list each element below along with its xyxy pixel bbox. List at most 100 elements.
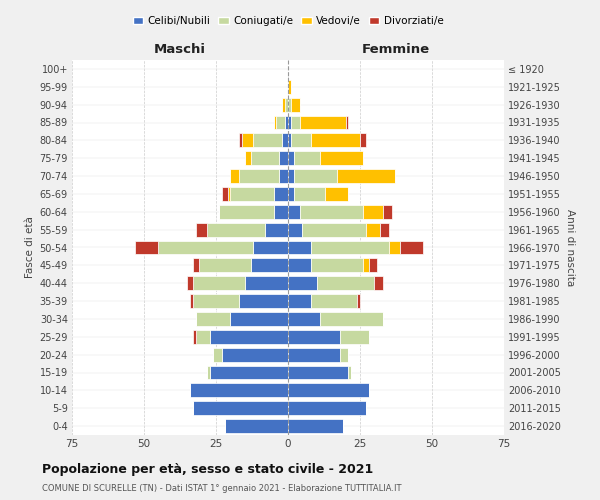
- Bar: [291, 116, 299, 130]
- Text: COMUNE DI SCURELLE (TN) - Dati ISTAT 1° gennaio 2021 - Elaborazione TUTTITALIA.I: COMUNE DI SCURELLE (TN) - Dati ISTAT 1° …: [42, 484, 401, 493]
- Bar: [325, 187, 349, 201]
- Bar: [288, 276, 317, 290]
- Bar: [230, 187, 274, 201]
- Bar: [340, 330, 368, 344]
- Bar: [282, 134, 288, 147]
- Bar: [288, 169, 294, 183]
- Bar: [288, 134, 291, 147]
- Bar: [136, 240, 158, 254]
- Bar: [288, 401, 366, 415]
- Bar: [210, 366, 288, 380]
- Bar: [285, 98, 288, 112]
- Bar: [294, 187, 325, 201]
- Bar: [288, 187, 294, 201]
- Text: Popolazione per età, sesso e stato civile - 2021: Popolazione per età, sesso e stato civil…: [42, 462, 373, 475]
- Bar: [366, 222, 380, 236]
- Bar: [239, 134, 242, 147]
- Bar: [208, 366, 210, 380]
- Bar: [219, 205, 274, 219]
- Bar: [190, 294, 193, 308]
- Bar: [222, 187, 227, 201]
- Bar: [380, 222, 389, 236]
- Bar: [288, 330, 340, 344]
- Y-axis label: Fasce di età: Fasce di età: [25, 216, 35, 278]
- Bar: [274, 187, 288, 201]
- Bar: [285, 116, 288, 130]
- Bar: [193, 276, 245, 290]
- Bar: [265, 222, 288, 236]
- Bar: [299, 205, 363, 219]
- Bar: [199, 258, 251, 272]
- Bar: [349, 366, 352, 380]
- Bar: [187, 276, 193, 290]
- Bar: [288, 151, 294, 165]
- Bar: [274, 205, 288, 219]
- Bar: [239, 169, 280, 183]
- Bar: [288, 258, 311, 272]
- Bar: [288, 312, 320, 326]
- Bar: [294, 151, 320, 165]
- Bar: [288, 98, 291, 112]
- Bar: [288, 222, 302, 236]
- Bar: [311, 294, 357, 308]
- Bar: [288, 240, 311, 254]
- Bar: [337, 169, 395, 183]
- Bar: [190, 384, 288, 398]
- Bar: [196, 330, 210, 344]
- Bar: [294, 169, 337, 183]
- Bar: [239, 294, 288, 308]
- Bar: [158, 240, 253, 254]
- Bar: [193, 330, 196, 344]
- Bar: [363, 205, 383, 219]
- Bar: [196, 222, 208, 236]
- Bar: [274, 116, 277, 130]
- Bar: [288, 348, 340, 362]
- Bar: [222, 348, 288, 362]
- Bar: [288, 205, 299, 219]
- Bar: [288, 419, 343, 433]
- Legend: Celibi/Nubili, Coniugati/e, Vedovi/e, Divorziati/e: Celibi/Nubili, Coniugati/e, Vedovi/e, Di…: [133, 16, 443, 26]
- Bar: [277, 116, 285, 130]
- Bar: [193, 258, 199, 272]
- Bar: [230, 169, 239, 183]
- Bar: [227, 187, 230, 201]
- Bar: [311, 240, 389, 254]
- Bar: [210, 330, 288, 344]
- Bar: [299, 116, 346, 130]
- Bar: [317, 276, 374, 290]
- Bar: [245, 276, 288, 290]
- Text: Maschi: Maschi: [154, 44, 206, 57]
- Text: Femmine: Femmine: [362, 44, 430, 57]
- Bar: [253, 134, 282, 147]
- Bar: [311, 134, 360, 147]
- Bar: [357, 294, 360, 308]
- Bar: [288, 294, 311, 308]
- Bar: [288, 80, 291, 94]
- Bar: [251, 151, 280, 165]
- Bar: [320, 312, 383, 326]
- Bar: [196, 312, 230, 326]
- Bar: [320, 151, 363, 165]
- Bar: [230, 312, 288, 326]
- Bar: [291, 134, 311, 147]
- Bar: [302, 222, 366, 236]
- Bar: [280, 169, 288, 183]
- Bar: [311, 258, 363, 272]
- Bar: [291, 98, 299, 112]
- Bar: [368, 258, 377, 272]
- Bar: [282, 98, 285, 112]
- Bar: [224, 419, 288, 433]
- Bar: [193, 294, 239, 308]
- Bar: [400, 240, 424, 254]
- Bar: [340, 348, 349, 362]
- Bar: [389, 240, 400, 254]
- Bar: [193, 401, 288, 415]
- Bar: [363, 258, 368, 272]
- Bar: [346, 116, 349, 130]
- Bar: [280, 151, 288, 165]
- Bar: [251, 258, 288, 272]
- Y-axis label: Anni di nascita: Anni di nascita: [565, 209, 575, 286]
- Bar: [288, 384, 368, 398]
- Bar: [213, 348, 222, 362]
- Bar: [383, 205, 392, 219]
